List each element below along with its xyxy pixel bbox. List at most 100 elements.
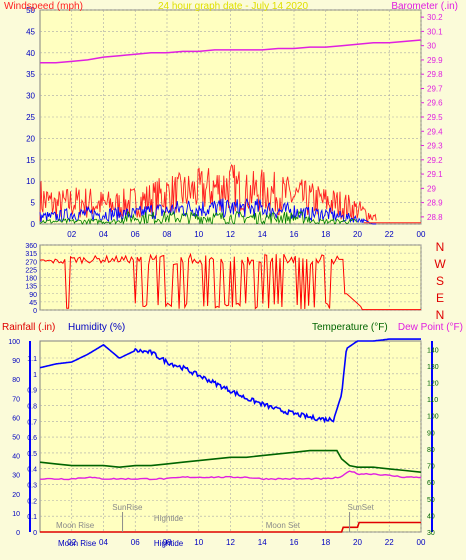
climate-x-tick: 16 <box>290 538 299 547</box>
rain-y-tick: 0.5 <box>27 451 37 458</box>
temp-y-tick: 60 <box>427 480 435 487</box>
rain-y-tick: 1 <box>33 372 37 379</box>
sunrise-label: SunRise <box>112 503 143 512</box>
baro-y-tick: 29.5 <box>427 113 443 122</box>
rain-y-tick: 0.4 <box>27 467 37 474</box>
climate-x-tick: 10 <box>194 538 203 547</box>
temp-y-tick: 80 <box>427 447 435 454</box>
humidity-line <box>39 338 421 424</box>
climate-x-tick: 20 <box>353 538 362 547</box>
direction-y-tick: 270 <box>25 259 37 266</box>
humidity-y-tick: 0 <box>16 530 20 537</box>
wind-x-tick: 00 <box>417 230 426 239</box>
compass-label: N <box>436 240 445 254</box>
wind-x-tick: 14 <box>258 230 267 239</box>
temp-y-tick: 130 <box>427 364 439 371</box>
rain-y-tick: 0.8 <box>27 403 37 410</box>
climate-x-tick: 02 <box>67 538 76 547</box>
direction-y-tick: 225 <box>25 267 37 274</box>
humidity-y-tick: 80 <box>12 377 20 384</box>
windspeed-title: Windspeed (mph) <box>4 1 83 12</box>
direction-line <box>39 252 421 311</box>
direction-y-tick: 315 <box>25 251 37 258</box>
hightide-label: Hightide <box>154 514 184 523</box>
compass-label: W <box>434 257 446 271</box>
baro-y-tick: 29.1 <box>427 170 443 179</box>
rain-y-tick: 0.2 <box>27 498 37 505</box>
temp-y-tick: 30 <box>427 530 435 537</box>
humidity-y-tick: 60 <box>12 415 20 422</box>
baro-y-tick: 29.6 <box>427 99 443 108</box>
wind-x-tick: 20 <box>353 230 362 239</box>
hightide-label-bottom: Hightide <box>154 539 184 548</box>
baro-y-tick: 29.3 <box>427 142 443 151</box>
rain-y-tick: 1.1 <box>27 356 37 363</box>
wind-y-tick: 20 <box>26 134 35 143</box>
moonset-label: Moon Set <box>266 521 301 530</box>
wind-x-tick: 04 <box>99 230 108 239</box>
wind-x-tick: 08 <box>163 230 172 239</box>
wind-lull-line <box>39 210 358 226</box>
barometer-title: Barometer (.in) <box>391 1 458 12</box>
direction-y-tick: 0 <box>33 308 37 315</box>
wind-x-tick: 12 <box>226 230 235 239</box>
direction-y-tick: 90 <box>29 292 37 299</box>
wind-x-tick: 10 <box>194 230 203 239</box>
wind-x-tick: 18 <box>321 230 330 239</box>
rain-y-tick: 0.7 <box>27 419 37 426</box>
rain-y-tick: 0.3 <box>27 483 37 490</box>
windspeed-line <box>39 163 377 223</box>
baro-y-tick: 29.8 <box>427 70 443 79</box>
gust-line <box>39 198 377 225</box>
compass-label: E <box>436 291 444 305</box>
temperature-title: Temperature (°F) <box>312 322 388 333</box>
wind-y-tick: 35 <box>26 70 35 79</box>
baro-y-tick: 30.2 <box>427 13 443 22</box>
rain-y-tick: 0 <box>33 530 37 537</box>
baro-y-tick: 29.4 <box>427 127 443 136</box>
wind-y-tick: 50 <box>26 6 35 15</box>
baro-y-tick: 29.2 <box>427 156 443 165</box>
temp-y-tick: 100 <box>427 414 439 421</box>
climate-x-tick: 14 <box>258 538 267 547</box>
wind-x-tick: 06 <box>131 230 140 239</box>
wind-x-tick: 02 <box>67 230 76 239</box>
moonrise-label-top: Moon Rise <box>56 521 95 530</box>
wind-y-tick: 0 <box>31 220 36 229</box>
climate-x-tick: 08 <box>163 538 172 547</box>
rainfall-title: Rainfall (.in) <box>2 322 55 333</box>
humidity-y-tick: 70 <box>12 396 20 403</box>
wind-x-tick: 22 <box>385 230 394 239</box>
rain-y-tick: 0.6 <box>27 435 37 442</box>
dewpoint-title: Dew Point (°F) <box>398 322 463 333</box>
baro-y-tick: 28.8 <box>427 213 443 222</box>
direction-y-tick: 45 <box>29 300 37 307</box>
baro-y-tick: 29.7 <box>427 84 443 93</box>
climate-x-tick: 12 <box>226 538 235 547</box>
rain-y-tick: 0.9 <box>27 388 37 395</box>
humidity-y-tick: 50 <box>12 435 20 442</box>
wind-y-tick: 30 <box>26 92 35 101</box>
wind-y-tick: 15 <box>26 156 35 165</box>
temp-y-tick: 140 <box>427 347 439 354</box>
wind-y-tick: 45 <box>26 27 35 36</box>
baro-y-tick: 30.1 <box>427 27 443 36</box>
direction-y-tick: 180 <box>25 276 37 283</box>
humidity-y-tick: 40 <box>12 454 20 461</box>
climate-x-tick: 00 <box>417 538 426 547</box>
climate-x-tick: 06 <box>131 538 140 547</box>
humidity-y-tick: 100 <box>8 339 20 346</box>
baro-y-tick: 29 <box>427 184 436 193</box>
wind-y-tick: 25 <box>26 113 35 122</box>
temp-y-tick: 90 <box>427 430 435 437</box>
direction-y-tick: 135 <box>25 284 37 291</box>
temp-y-tick: 110 <box>427 397 438 404</box>
wind-y-tick: 40 <box>26 49 35 58</box>
chart-date-title: 24 hour graph date - July 14 2020 <box>158 1 309 12</box>
humidity-title: Humidity (%) <box>68 322 125 333</box>
humidity-y-tick: 10 <box>12 511 20 518</box>
baro-y-tick: 28.9 <box>427 199 443 208</box>
sunset-label: SunSet <box>348 503 375 512</box>
